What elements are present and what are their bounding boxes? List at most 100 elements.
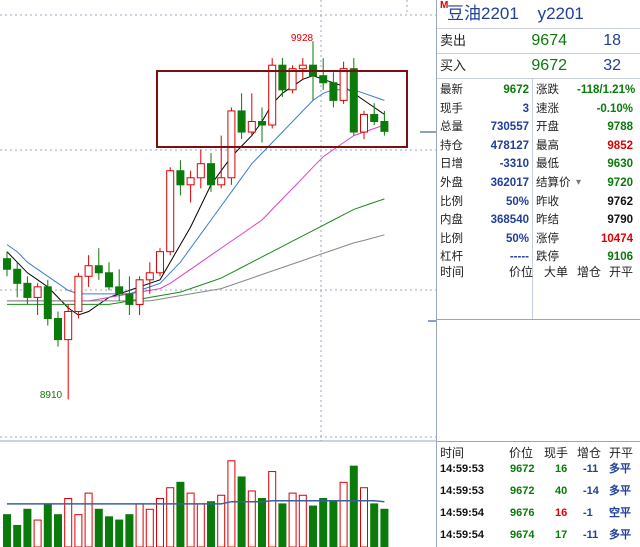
bid-label: 买入 [440,58,467,73]
kline-chart[interactable]: 9928 8910 [0,0,436,547]
col-time: 时间 [440,265,465,279]
volume-bar [288,492,297,547]
candle-body [329,82,338,101]
quote-right-value: 9790 [607,214,633,227]
quote-row: 总量 730557 开盘 9788 [437,118,640,136]
candle-body [237,110,246,133]
quote-panel: M 豆油2201 y2201 卖出 9674 18 买入 9672 32 最新 9… [436,0,640,547]
candle-body [84,265,93,277]
volume-ma-line [7,499,385,505]
volume-bar [227,460,236,547]
quote-row: 杠杆 ----- 跌停 9106 [437,248,640,266]
ask-row: 卖出 9674 18 [437,29,640,54]
ask-volume: 18 [603,32,621,49]
bid-price: 9672 [531,57,567,74]
candle-body [278,64,287,91]
quote-right-value: -0.10% [596,102,633,115]
ma-line [7,198,385,305]
volume-bar [196,503,205,547]
quote-right-label: 速涨 [536,102,559,115]
market-marker: M [440,0,449,11]
col-type: 开平 [609,265,634,279]
candle-body [23,282,32,298]
trade-time: 14:59:54 [440,529,485,541]
candle-body [258,120,266,126]
quote-left-label: 日增 [440,158,463,171]
candle [156,248,164,277]
quote-left-label: 现手 [440,102,463,115]
candle-body [349,68,358,133]
quote-left-value: 50% [505,195,529,208]
quote-right-label: 涨跌 [536,84,559,96]
quote-left-label: 比例 [440,195,463,208]
quote-left-value: 3 [522,102,529,115]
candle-body [207,163,215,186]
ask-price: 9674 [531,32,567,49]
quote-row: 外盘 362017 结算价 9720 ▾ [437,174,640,192]
candle [3,251,11,277]
quote-right-label: 昨结 [536,214,559,227]
quote-row: 现手 3 速涨 -0.10% [437,100,640,118]
quote-left-value: ----- [509,251,529,264]
trade-price: 9674 [510,529,535,541]
volume-bar [247,490,256,547]
candle [13,262,22,298]
volume-bar [125,514,134,547]
col-size: 大单 [544,265,569,279]
candle [319,58,328,90]
trade-oi: -1 [583,507,593,519]
candle [370,103,379,125]
candle-body [298,64,307,70]
candle [380,110,389,136]
volume-bar [156,498,164,547]
volume-bar [176,481,185,547]
bid-row: 买入 9672 32 [437,54,640,79]
candle-body [115,286,124,295]
trade-price: 9676 [510,507,535,519]
trade-type: 多平 [609,529,631,541]
trade-price: 9672 [510,463,535,475]
bid-volume: 32 [603,57,621,74]
quote-right-label: 涨停 [536,232,559,245]
candle [64,304,73,400]
candle-body [176,170,185,186]
quote-row: 比例 50% 涨停 10474 [437,230,640,248]
candle [217,135,226,189]
candle-body [33,286,42,298]
quote-right-value: 9630 [607,158,633,171]
candle [166,167,175,256]
trade-type: 空平 [609,507,631,519]
candle-body [196,163,205,179]
volume-bar [207,501,215,547]
quote-left-value: 478127 [490,139,529,152]
quote-right-value: -118/1.21% [577,84,636,96]
candle-body [360,113,368,133]
col-price: 价位 [509,265,534,279]
quote-left-label: 比例 [440,232,463,245]
candle [258,107,266,143]
volume-bar [349,465,358,547]
candle-body [268,64,277,126]
candle-body [43,286,52,320]
candle-body [247,120,256,133]
quote-left-label: 总量 [440,121,463,134]
volume-bar [13,524,22,547]
volume-bar [298,494,307,547]
candle-body [339,68,348,101]
volume-bar [380,508,389,547]
col-price: 价位 [509,446,534,460]
candle [288,65,297,94]
candle [176,160,185,196]
instrument-code: y2201 [537,4,584,23]
volume-bar [94,508,103,547]
candle [115,269,124,301]
candle [247,93,256,136]
candle-body [145,272,154,281]
moving-average-lines [6,75,385,316]
trade-price: 9672 [510,485,535,497]
trade-size: 16 [555,507,568,519]
settle-dropdown-icon[interactable]: ▾ [576,177,582,188]
low-price-label: 8910 [40,390,63,401]
quote-left-label: 持仓 [440,139,463,152]
volume-bar [3,514,11,547]
